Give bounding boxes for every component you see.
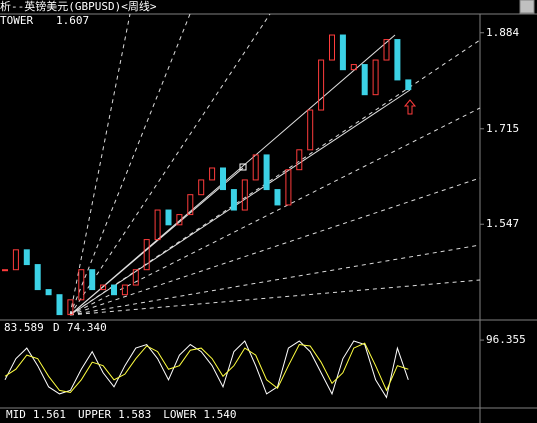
tower-bar: [198, 179, 205, 196]
y-tick-label: 96.355: [486, 333, 526, 346]
window-button[interactable]: [519, 0, 535, 14]
legend-value: 1.561: [33, 408, 66, 421]
tower-bar: [187, 194, 194, 216]
channel-line: [69, 89, 411, 316]
fan-line: [69, 13, 131, 316]
y-tick-label: 1.547: [486, 217, 519, 230]
fan-line: [69, 107, 481, 316]
tower-bar: [56, 294, 63, 316]
legend-name: MID: [6, 408, 26, 421]
y-tick-label: 1.715: [486, 122, 519, 135]
tower-bar: [361, 64, 368, 96]
tower-bar: [285, 169, 292, 206]
tower-bar: [78, 269, 85, 301]
fan-line: [69, 13, 191, 316]
tower-bar: [220, 167, 226, 191]
oscillator-line: [4, 340, 409, 399]
tower-bar: [405, 79, 412, 91]
tower-bar: [307, 109, 314, 151]
chart-title: 析--英镑美元(GBPUSD)<周线>: [0, 0, 157, 13]
oscillator-line: [4, 342, 409, 394]
tower-bar: [209, 167, 216, 181]
tower-bar: [252, 154, 259, 181]
fan-line: [69, 177, 481, 316]
tower-bar: [296, 149, 303, 171]
tower-bar: [34, 264, 41, 291]
legend-value: 1.583: [118, 408, 151, 421]
anchor-marker: [239, 163, 247, 171]
legend-name: LOWER: [163, 408, 196, 421]
tower-bar: [111, 284, 117, 296]
d-value: 74.340: [67, 321, 107, 334]
gann-fan: [69, 13, 481, 316]
tower-bar: [45, 289, 52, 296]
tower-bar: [12, 249, 19, 271]
indicator-value: 1.607: [56, 14, 89, 27]
legend-name: UPPER: [78, 408, 111, 421]
tower-bar: [263, 154, 270, 191]
channel-line: [69, 167, 244, 316]
tower-bar: [143, 239, 150, 271]
tower-bar: [121, 284, 128, 296]
fan-line: [69, 244, 481, 316]
tower-bar: [329, 34, 335, 61]
k-value: 83.589: [4, 321, 44, 334]
tower-bar: [339, 34, 346, 71]
legend-value: 1.540: [203, 408, 236, 421]
tower-bar: [350, 64, 357, 71]
tower-bar: [154, 209, 161, 241]
y-tick-label: 1.884: [486, 26, 519, 39]
tower-bar: [89, 269, 96, 291]
title-bar: [0, 0, 537, 14]
channel: [69, 34, 411, 316]
tower-bar: [318, 59, 325, 111]
tower-bar: [132, 269, 139, 286]
tower-bar: [2, 269, 8, 272]
indicator-label: TOWER: [0, 14, 33, 27]
tower-bar: [230, 189, 237, 211]
tower-bar: [394, 39, 401, 81]
tower-bar: [23, 249, 30, 266]
fan-line: [69, 279, 481, 316]
tower-bar: [100, 284, 107, 291]
d-label: D: [53, 321, 60, 334]
tower-bar: [165, 209, 172, 226]
fan-line: [69, 39, 481, 316]
tower-bar: [67, 299, 74, 316]
tower-bar: [383, 39, 390, 61]
tower-bar: [241, 179, 248, 211]
tower-bar: [372, 59, 379, 96]
tower-bar: [176, 214, 183, 226]
tower-bar: [274, 189, 281, 206]
signal-arrow: [403, 99, 417, 115]
